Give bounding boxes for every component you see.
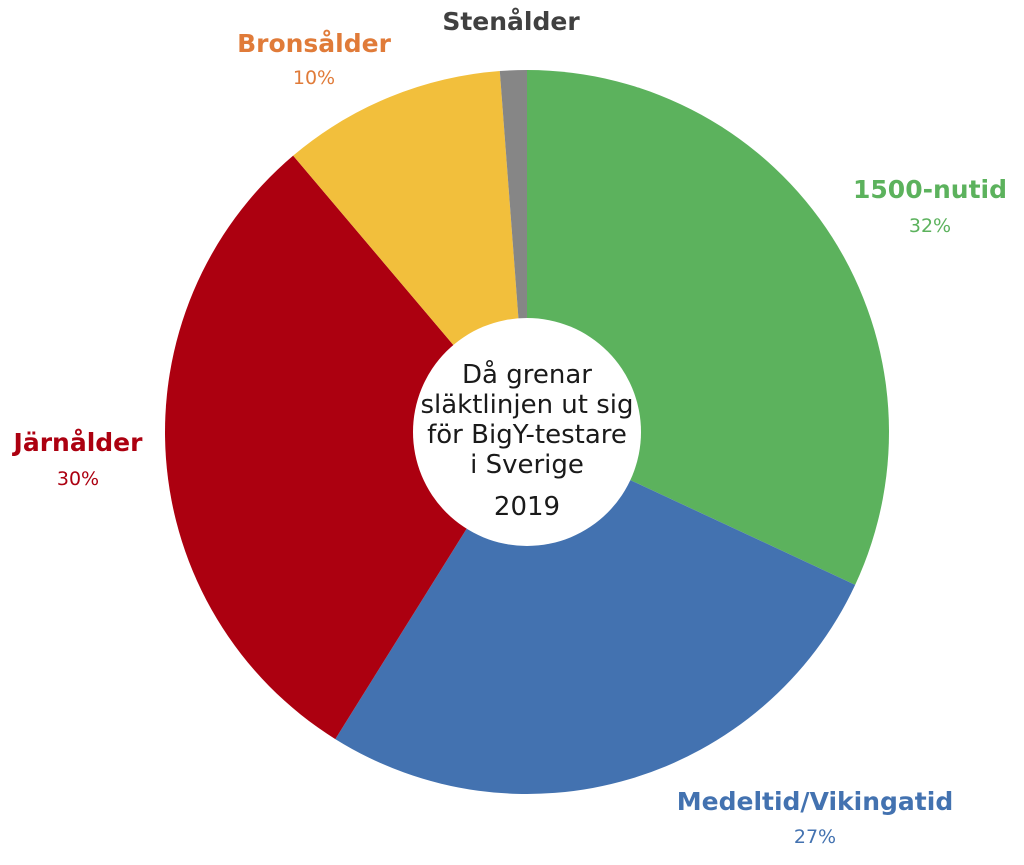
center-text-line-4: i Sverige — [470, 450, 584, 480]
pie-slice-järnålder — [165, 155, 527, 740]
pct-medeltid-vikingatid: 27% — [794, 826, 836, 848]
label-medeltid-vikingatid: Medeltid/Vikingatid — [677, 787, 953, 816]
center-text-year: 2019 — [494, 492, 560, 522]
label-1500-nutid: 1500-nutid — [853, 175, 1007, 204]
pct-jarnalder: 30% — [57, 468, 99, 490]
pie-slice-medeltid-vikingatid — [335, 432, 856, 794]
label-stenalder: Stenålder — [442, 7, 580, 36]
pct-bronsalder: 10% — [293, 67, 335, 89]
label-jarnalder: Järnålder — [12, 428, 144, 457]
label-bronsalder: Bronsålder — [237, 29, 392, 58]
center-text-line-2: släktlinjen ut sig — [420, 390, 633, 420]
pct-1500-nutid: 32% — [909, 215, 951, 237]
center-text-line-3: för BigY-testare — [427, 420, 627, 450]
center-hole — [413, 318, 641, 546]
center-text-line-1: Då grenar — [462, 359, 592, 390]
